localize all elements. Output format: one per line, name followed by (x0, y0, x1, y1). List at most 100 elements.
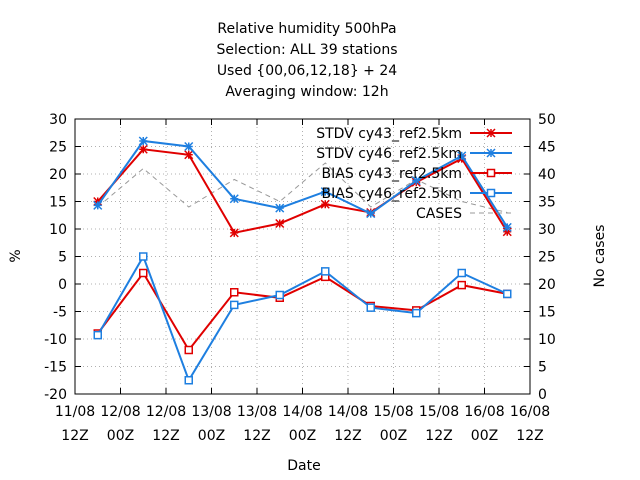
legend-label: CASES (416, 206, 462, 222)
data-point-star (457, 151, 467, 161)
chart-title-line: Selection: ALL 39 stations (216, 42, 397, 58)
legend: STDV cy43_ref2.5km STDV cy46_ref2.5km BIAS… (316, 126, 512, 222)
legend-label: STDV cy43_ref2.5km (316, 126, 462, 142)
y-tick-label: 0 (58, 277, 67, 293)
series-line (96, 139, 509, 228)
y-tick-label: -5 (53, 305, 67, 321)
legend-label: BIAS cy46_ref2.5km (322, 186, 462, 202)
data-point-square (275, 290, 284, 300)
data-point-square (230, 288, 239, 297)
data-point-square (457, 268, 466, 278)
data-point-star (502, 222, 512, 232)
x-tick-label-hour: 00Z (107, 428, 134, 444)
data-point-star (275, 203, 285, 213)
x-tick-label-date: 12/08 (100, 404, 140, 420)
x-tick-label-hour: 00Z (289, 428, 316, 444)
series-line (97, 162, 508, 213)
series-lines (93, 136, 512, 385)
y2-tick-label: 20 (538, 277, 556, 293)
series-bias-cy46-ref2-5km (93, 252, 512, 385)
y-tick-label: 15 (49, 195, 67, 211)
x-tick-label-hour: 00Z (198, 428, 225, 444)
series-line (97, 148, 509, 234)
chart-title-line: Relative humidity 500hPa (217, 21, 396, 37)
chart-title-line: Used {00,06,12,18} + 24 (217, 63, 397, 79)
data-point-square (457, 280, 466, 290)
y-tick-label: 25 (49, 140, 67, 156)
y2-tick-label: 15 (538, 305, 556, 321)
y2-tick-label: 25 (538, 250, 556, 266)
x-axis-label: Date (287, 458, 320, 474)
data-point-star (486, 148, 496, 158)
data-point-star (275, 218, 285, 229)
axis-ticks: -20 -15 -10 -5 0 5 10 15 20 25 30 0 5 10 15 20 25 30 35 40 4… (44, 112, 556, 444)
y2-tick-label: 45 (538, 140, 556, 156)
data-point-star (486, 128, 496, 138)
x-tick-label-date: 15/08 (373, 404, 413, 420)
y2-tick-label: 35 (538, 195, 556, 211)
x-tick-label-hour: 12Z (243, 428, 270, 444)
data-point-square (486, 168, 496, 178)
data-point-star (229, 194, 239, 204)
y2-tick-label: 40 (538, 167, 556, 183)
x-tick-label-date: 15/08 (419, 404, 459, 420)
series-line (97, 271, 508, 352)
x-tick-label-date: 12/08 (146, 404, 186, 420)
x-tick-label-date: 16/08 (464, 404, 504, 420)
y-tick-label: 30 (49, 112, 67, 128)
data-point-square (184, 376, 193, 385)
data-point-square (139, 252, 148, 261)
y-tick-label: 5 (58, 250, 67, 266)
x-tick-label-date: 16/08 (510, 404, 550, 420)
y-axis-label: % (8, 249, 24, 262)
y2-tick-label: 0 (538, 387, 547, 403)
y-tick-label: -15 (44, 360, 67, 376)
y-tick-label: 20 (49, 167, 67, 183)
legend-label: STDV cy46_ref2.5km (316, 146, 462, 162)
data-point-square (230, 300, 239, 310)
y2-tick-label: 50 (538, 112, 556, 128)
x-tick-label-date: 13/08 (191, 404, 231, 420)
chart-title-line: Averaging window: 12h (225, 84, 388, 100)
data-point-star (320, 187, 330, 197)
x-tick-label-hour: 00Z (380, 428, 407, 444)
data-point-star (93, 200, 103, 210)
y2-axis-label: No cases (592, 225, 608, 288)
x-tick-label-date: 13/08 (237, 404, 277, 420)
x-tick-label-date: 11/08 (55, 404, 95, 420)
data-point-square (486, 188, 496, 198)
x-tick-label-hour: 12Z (152, 428, 179, 444)
data-point-square (503, 289, 512, 299)
y2-tick-label: 5 (538, 360, 547, 376)
y-tick-label: -20 (44, 387, 67, 403)
x-tick-label-hour: 12Z (61, 428, 88, 444)
x-tick-label-hour: 12Z (334, 428, 361, 444)
series-line (96, 254, 508, 383)
data-point-square (93, 330, 102, 340)
data-point-star (184, 141, 194, 152)
y-tick-label: 10 (49, 222, 67, 238)
data-point-star (138, 136, 148, 146)
data-point-star (138, 144, 148, 154)
data-point-star (366, 209, 376, 219)
x-tick-label-hour: 12Z (516, 428, 543, 444)
data-point-star (411, 176, 421, 186)
data-point-star (320, 199, 330, 209)
data-point-square (412, 308, 421, 318)
x-tick-label-hour: 12Z (425, 428, 452, 444)
y-tick-label: -10 (44, 332, 67, 348)
y2-tick-label: 10 (538, 332, 556, 348)
series-stdv-cy46-ref2-5km (93, 136, 512, 232)
data-point-star (184, 150, 194, 160)
x-tick-label-hour: 00Z (471, 428, 498, 444)
series-cases (97, 162, 508, 213)
chart-title: Relative humidity 500hPa Selection: ALL 3… (216, 21, 397, 100)
data-point-square (184, 345, 193, 355)
data-point-square (321, 267, 330, 276)
data-point-square (366, 303, 375, 312)
y2-tick-label: 30 (538, 222, 556, 238)
legend-label: BIAS cy43_ref2.5km (322, 166, 462, 182)
data-point-square (139, 268, 148, 278)
x-tick-label-date: 14/08 (282, 404, 322, 420)
